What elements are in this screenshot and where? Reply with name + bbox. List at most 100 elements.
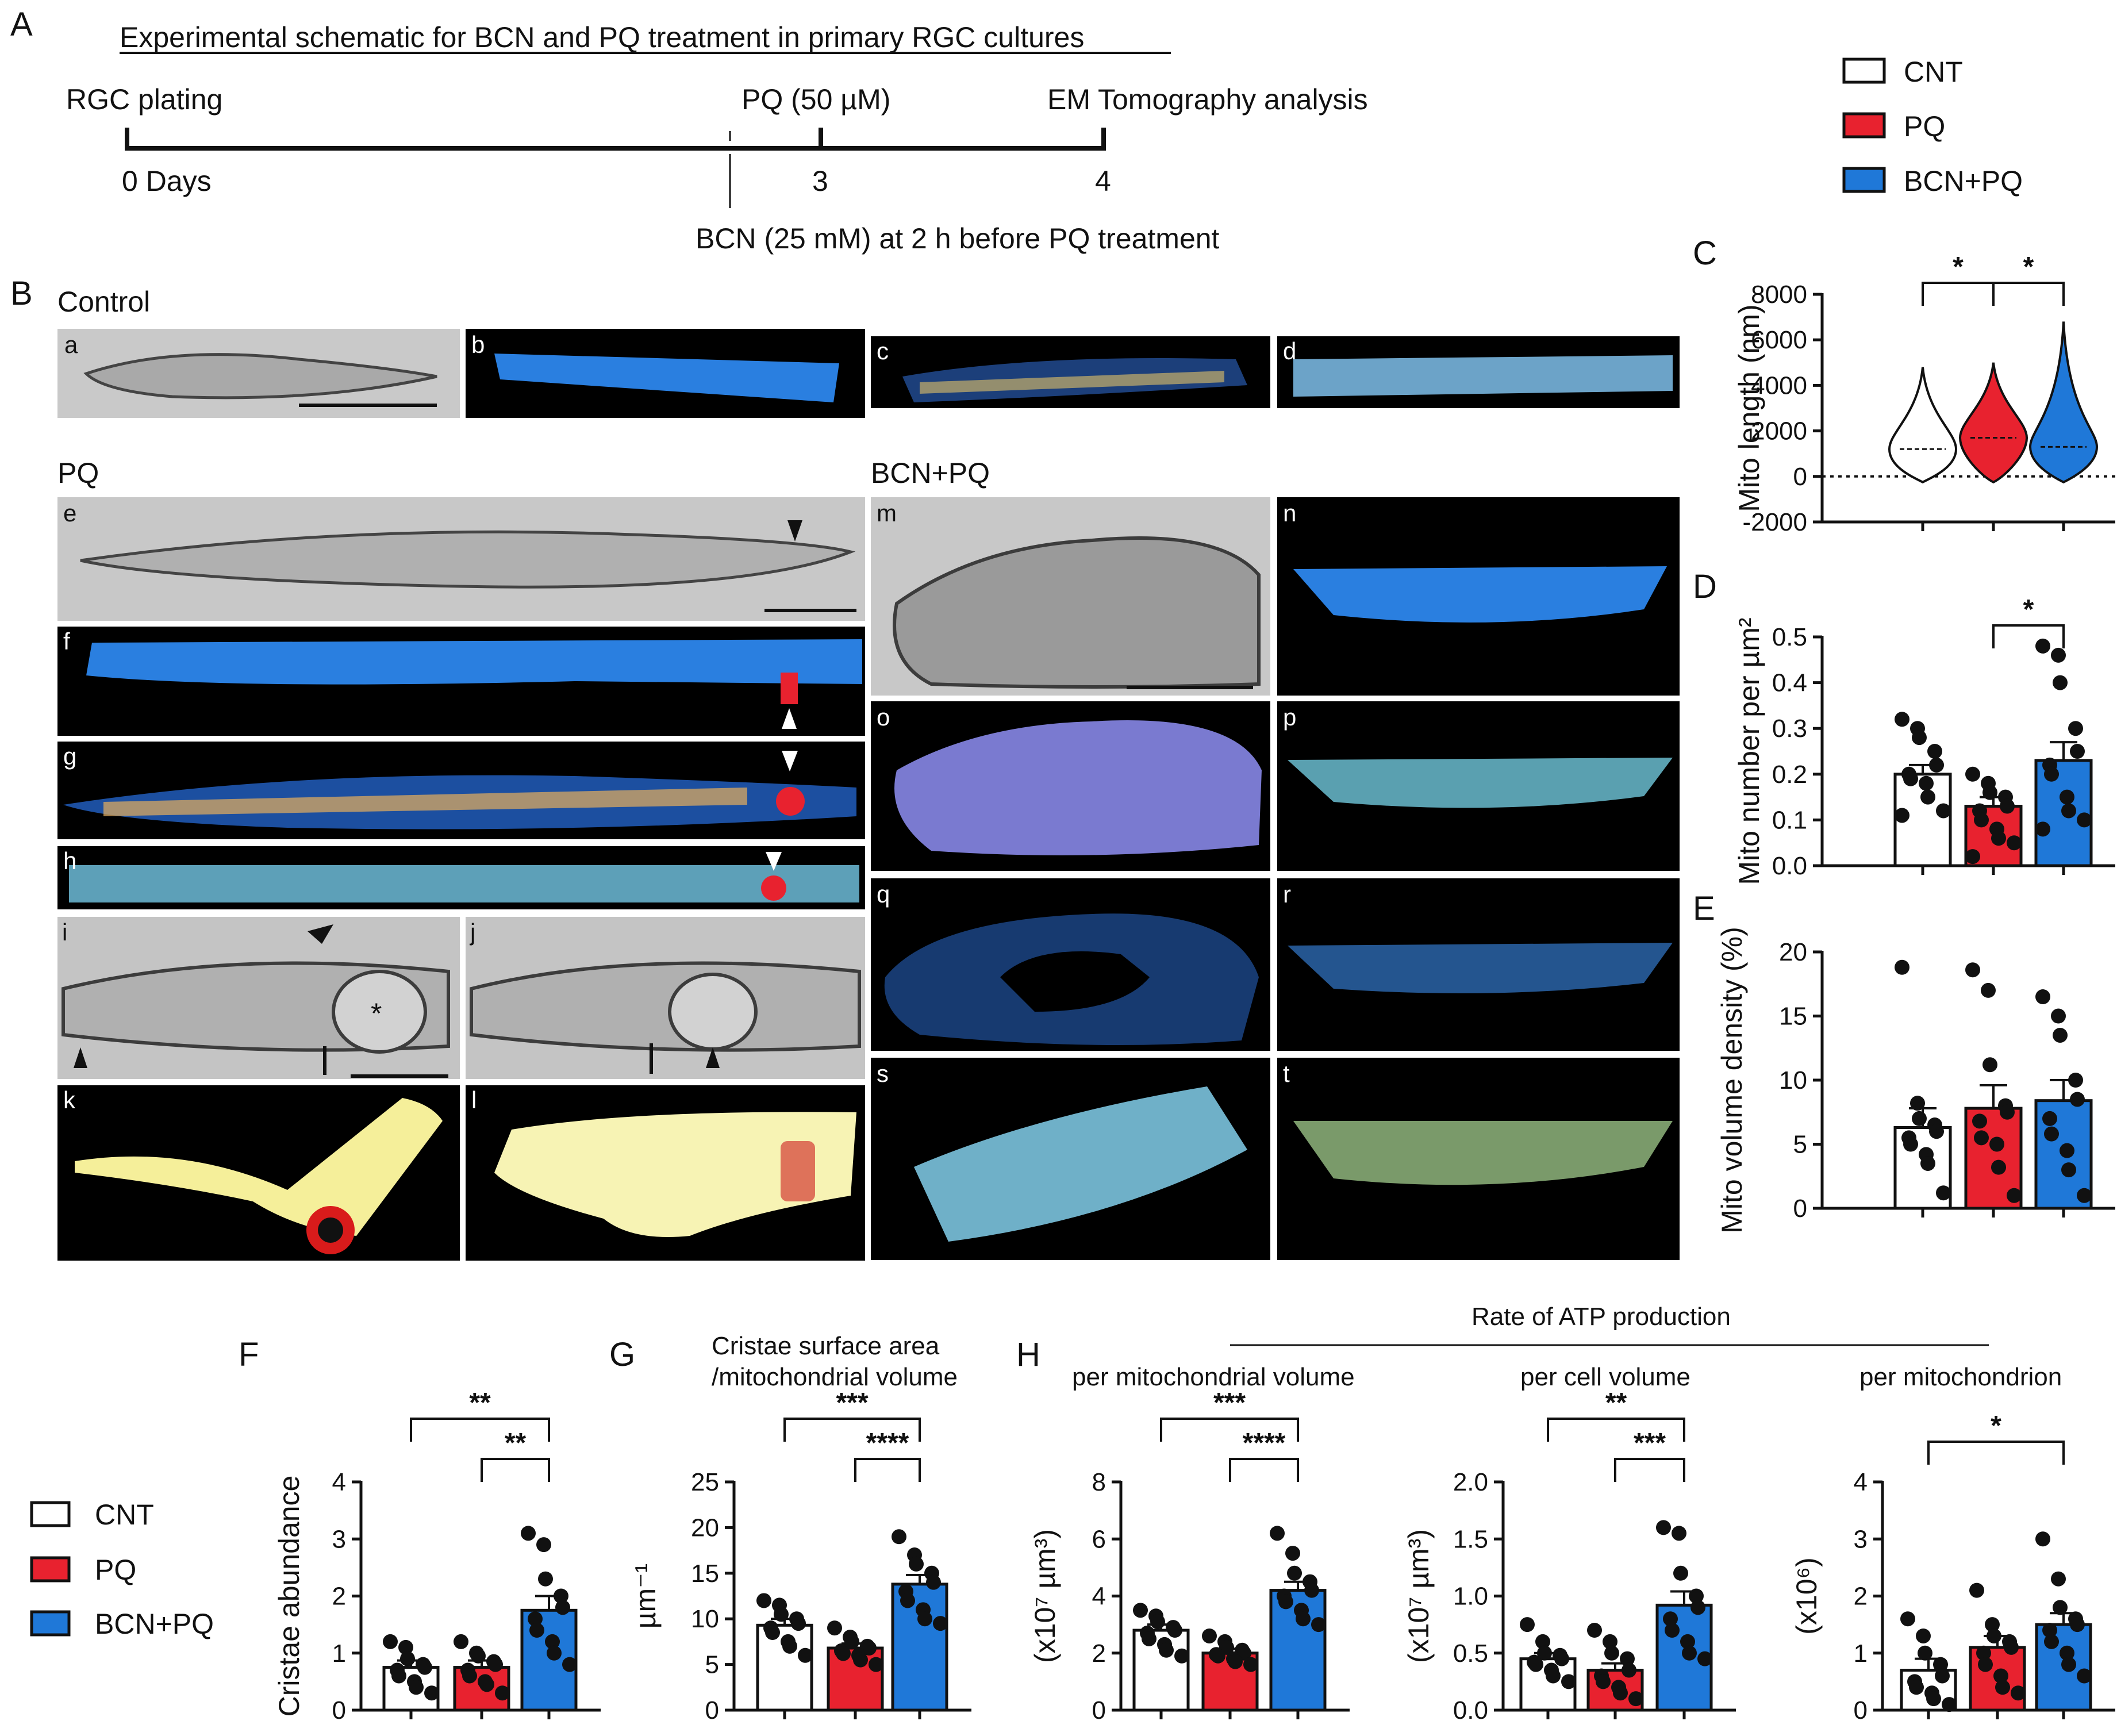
data-point	[547, 1645, 562, 1661]
data-point	[774, 1607, 789, 1622]
data-point	[1926, 1691, 1941, 1707]
data-point	[2061, 1162, 2076, 1178]
data-point	[853, 1652, 868, 1668]
mito-surface-p	[1288, 758, 1673, 808]
significance-bracket	[1992, 282, 2065, 306]
mito-surface-b	[494, 354, 839, 402]
significance-label: *	[1953, 252, 1964, 282]
data-point	[2053, 1027, 2068, 1043]
legend-swatch-cnt	[1842, 57, 1886, 84]
arrowhead-g	[782, 751, 798, 771]
data-point	[1603, 1634, 1617, 1649]
red-ring-core-k	[318, 1217, 343, 1243]
data-point	[1927, 744, 1942, 759]
cristae-g	[103, 788, 747, 816]
y-axis-label-h1: (x10⁷ µm³)	[1029, 1529, 1061, 1663]
y-tick-label-g: 25	[691, 1468, 719, 1496]
arrowhead-j	[706, 1047, 720, 1068]
data-point	[1680, 1634, 1695, 1649]
y-tick-label-d: 0.0	[1772, 852, 1807, 880]
sub-b: b	[471, 331, 485, 358]
data-point	[1202, 1628, 1217, 1643]
legend2-swatch-cnt	[30, 1501, 71, 1527]
data-point	[1613, 1685, 1628, 1701]
data-point	[2044, 1634, 2059, 1649]
mito-surface-l	[494, 1112, 856, 1237]
data-point	[2035, 989, 2050, 1005]
data-point	[1672, 1526, 1686, 1541]
data-point	[1689, 1588, 1704, 1604]
data-point	[1243, 1657, 1258, 1672]
bcn-note: BCN (25 mM) at 2 h before PQ treatment	[696, 222, 1220, 255]
data-point	[844, 1634, 859, 1649]
mito-surface-n	[1293, 566, 1667, 623]
sub-q: q	[877, 881, 890, 908]
data-point	[1697, 1651, 1712, 1666]
legend-label-bcnpq: BCN+PQ	[1904, 165, 2023, 197]
data-point	[1991, 1159, 2006, 1175]
y-tick-label-h1: 8	[1092, 1468, 1106, 1496]
data-point	[1167, 1623, 1182, 1638]
y-tick-label-c: 6000	[1751, 326, 1807, 354]
y-tick-label-f: 2	[332, 1583, 346, 1611]
legend2-label-cnt: CNT	[95, 1499, 154, 1531]
y-axis-label-h3: (x10⁶)	[1791, 1557, 1823, 1635]
sub-k: k	[63, 1086, 76, 1113]
significance-bracket	[410, 1418, 550, 1442]
y-tick-label-c: 0	[1793, 463, 1807, 491]
data-point	[462, 1668, 477, 1684]
sub-g: g	[63, 743, 76, 770]
data-point	[1665, 1623, 1680, 1638]
data-point	[2070, 744, 2085, 759]
section-pq: PQ	[57, 457, 99, 489]
data-point	[528, 1611, 543, 1627]
data-point	[1673, 1565, 1688, 1581]
data-point	[1929, 1124, 1944, 1139]
significance-bracket	[854, 1458, 921, 1482]
data-point	[1912, 1111, 1927, 1126]
y-tick-label-h2: 1.5	[1453, 1525, 1488, 1553]
sub-n: n	[1283, 500, 1296, 527]
data-point	[869, 1657, 883, 1672]
y-tick-label-h1: 4	[1092, 1583, 1106, 1611]
data-point	[1976, 1645, 1991, 1661]
data-point	[1628, 1691, 1643, 1707]
event-em-tomography: EM Tomography analysis	[1047, 83, 1368, 116]
sub-c: c	[877, 337, 889, 364]
y-tick-label-h2: 0.0	[1453, 1696, 1488, 1725]
arrowhead-h	[766, 852, 782, 871]
sub-t: t	[1283, 1060, 1290, 1087]
panel-letter-e: E	[1693, 890, 1715, 927]
data-point	[2051, 1008, 2066, 1024]
data-point	[2077, 1668, 2092, 1684]
data-point	[900, 1593, 915, 1608]
mito-surface-s	[914, 1086, 1247, 1242]
significance-label: **	[469, 1388, 491, 1418]
data-point	[1546, 1668, 1561, 1684]
vesicle-i	[332, 970, 427, 1054]
significance-bracket	[1547, 1418, 1685, 1442]
data-point	[1895, 712, 1909, 727]
data-point	[1520, 1617, 1535, 1633]
mito-surface-r	[1288, 943, 1673, 993]
data-point	[1903, 771, 1918, 786]
data-point	[1919, 775, 1934, 791]
h-sub-3: per mitochondrion	[1859, 1363, 2062, 1391]
data-point	[2077, 812, 2092, 828]
sub-d: d	[1283, 337, 1296, 364]
significance-label: *	[1991, 1411, 2001, 1441]
data-point	[1311, 1617, 1326, 1633]
panel-letter-d: D	[1693, 568, 1717, 605]
arrowhead-e	[787, 520, 802, 541]
data-point	[1987, 1628, 2001, 1643]
data-point	[1270, 1526, 1285, 1541]
y-tick-label-g: 5	[705, 1651, 719, 1679]
data-point	[536, 1537, 551, 1553]
significance-label: **	[505, 1428, 527, 1458]
data-point	[1620, 1651, 1635, 1666]
y-axis-label-e: Mito volume density (%)	[1716, 927, 1748, 1234]
data-point	[1150, 1614, 1165, 1630]
